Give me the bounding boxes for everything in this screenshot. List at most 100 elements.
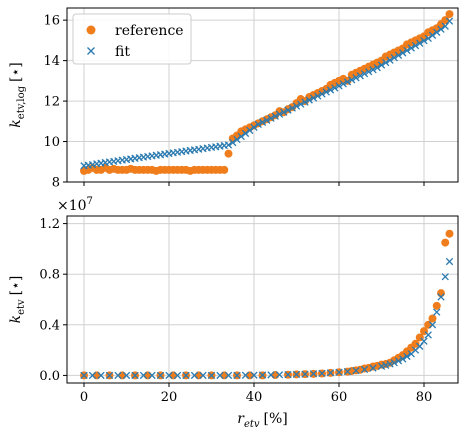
data-point-fit [284,370,292,379]
data-point-fit [131,371,139,380]
legend: reference fit [72,13,192,65]
data-point-fit [156,371,165,380]
data-point-reference [194,371,203,380]
data-point-reference [143,371,152,380]
data-point-reference [441,238,450,247]
data-point-reference [224,149,233,158]
data-point-fit [339,80,347,88]
data-point-reference [220,165,229,174]
data-point-fit [250,123,258,132]
data-point-fit [301,370,309,378]
data-point-fit [403,46,411,55]
y-axis-unit: [⋆] [8,276,24,296]
data-point-fit [424,34,432,43]
data-point-fit [360,365,369,374]
data-point-fit [326,86,335,94]
data-point-fit [88,371,97,380]
data-point-fit [309,94,318,102]
data-point-fit [326,369,335,377]
data-point-fit [318,369,326,378]
y-tick-label: 16 [43,14,60,29]
data-point-reference [445,10,454,19]
data-point-fit [271,112,279,120]
data-point-fit [335,82,343,90]
data-point-fit [445,17,454,25]
data-point-fit [386,56,394,64]
data-point-fit [97,371,105,380]
data-point-fit [229,138,237,147]
data-point-fit [369,66,377,74]
data-point-reference [271,371,280,380]
data-point-fit [403,352,411,361]
y-axis-unit: [⋆] [8,62,24,82]
data-point-fit [148,371,156,380]
y-tick-label: 1.2 [39,217,60,232]
data-point-reference [245,371,254,380]
data-point-fit [382,361,390,369]
data-point-fit [352,74,360,82]
data-point-fit [331,84,339,92]
data-point-fit [309,370,318,378]
data-point-fit [437,293,445,301]
data-point-fit [258,371,267,379]
data-point-fit [416,39,424,47]
data-point-fit [428,321,437,329]
data-point-fit [297,100,305,108]
data-point-fit [335,368,343,376]
data-point-reference [411,339,420,348]
data-point-fit [139,371,148,380]
data-point-fit [114,371,122,380]
data-point-fit [258,118,267,126]
data-point-fit [343,367,352,376]
series-fit [80,17,454,170]
data-point-fit [390,54,398,62]
data-point-fit [241,129,250,138]
data-point-fit [237,132,245,141]
series-fit [80,257,454,380]
x-axis-symbol: r [237,411,245,427]
data-point-fit [292,102,301,110]
x-tick-label: 40 [246,390,263,405]
data-point-fit [165,371,173,380]
y-tick-label: 12 [43,95,60,110]
data-point-fit [301,98,309,106]
x-tick-label: 20 [161,390,178,405]
data-point-fit [424,331,432,339]
y-tick-label: 8 [52,176,60,191]
data-point-fit [122,371,131,380]
y-axis-symbol: k [8,315,24,323]
data-point-fit [352,366,360,375]
data-point-fit [207,371,216,380]
data-point-fit [390,359,398,367]
axes-frame [66,215,459,384]
data-point-fit [80,371,88,380]
series-reference [80,229,454,380]
y-tick-label: 10 [43,135,60,150]
y-scale-exponent: 7 [87,196,93,207]
data-point-fit [360,70,369,78]
data-point-fit [105,371,114,380]
data-point-fit [407,44,415,52]
data-point-reference [445,229,454,238]
data-point-fit [441,273,449,281]
data-point-fit [394,51,403,60]
data-point-fit [275,110,284,118]
y-axis-symbol: k [8,119,24,127]
data-point-reference [428,314,437,323]
data-point-fit [437,25,445,33]
data-point-fit [292,370,301,379]
data-point-fit [365,68,373,76]
data-point-fit [318,90,326,98]
data-point-fit [241,371,250,379]
y-axis-subscript: etv,log [16,85,27,119]
data-point-fit [314,92,322,100]
data-point-fit [267,114,275,122]
data-point-fit [433,308,441,316]
x-tick-label: 80 [416,390,433,405]
data-point-fit [386,360,394,368]
data-point-fit [369,364,377,372]
data-point-fit [267,371,275,379]
